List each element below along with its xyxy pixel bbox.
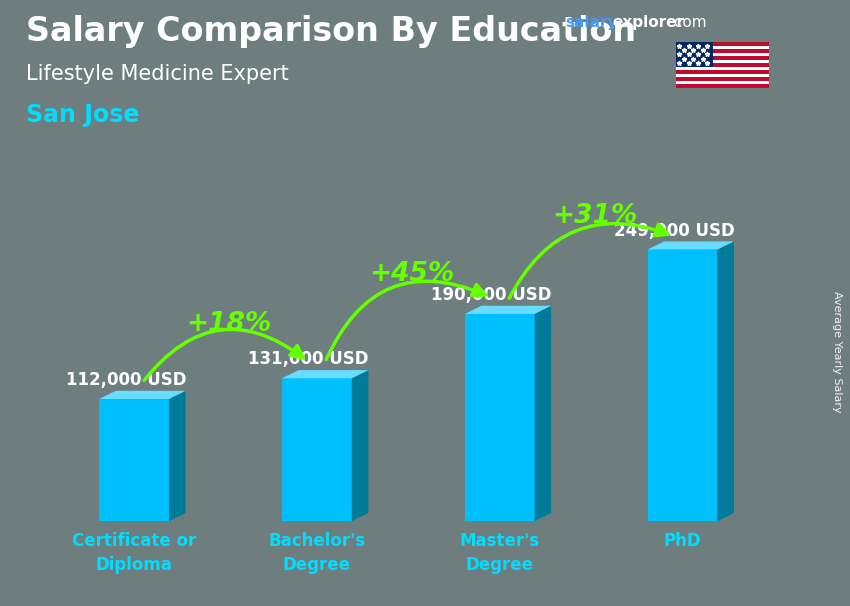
Bar	[99, 399, 169, 521]
Polygon shape	[535, 305, 551, 521]
Bar	[676, 81, 769, 84]
Text: Salary Comparison By Education: Salary Comparison By Education	[26, 15, 636, 48]
Polygon shape	[648, 241, 734, 250]
Bar	[676, 84, 769, 88]
Text: salary: salary	[565, 15, 618, 30]
Bar	[676, 42, 713, 67]
Text: 249,000 USD: 249,000 USD	[614, 222, 734, 240]
Text: +18%: +18%	[186, 311, 271, 337]
Bar	[676, 60, 769, 64]
Polygon shape	[352, 370, 368, 521]
FancyArrowPatch shape	[326, 281, 485, 359]
Bar	[676, 78, 769, 81]
FancyArrowPatch shape	[144, 329, 303, 381]
Text: San Jose: San Jose	[26, 103, 139, 127]
Text: .com: .com	[669, 15, 706, 30]
Text: 112,000 USD: 112,000 USD	[65, 371, 186, 389]
Bar	[676, 56, 769, 60]
Text: 190,000 USD: 190,000 USD	[431, 286, 552, 304]
Bar	[676, 53, 769, 56]
Text: +45%: +45%	[369, 261, 454, 287]
Bar	[282, 378, 352, 521]
Bar	[465, 314, 535, 521]
FancyArrowPatch shape	[509, 224, 668, 298]
Bar	[676, 74, 769, 78]
Text: +31%: +31%	[552, 203, 637, 228]
Bar	[676, 50, 769, 53]
Text: Lifestyle Medicine Expert: Lifestyle Medicine Expert	[26, 64, 288, 84]
Polygon shape	[99, 391, 185, 399]
Bar	[676, 67, 769, 70]
Polygon shape	[465, 305, 551, 314]
Bar	[676, 46, 769, 50]
Polygon shape	[282, 370, 368, 378]
Polygon shape	[717, 241, 734, 521]
Polygon shape	[169, 391, 185, 521]
Bar	[676, 70, 769, 74]
Text: explorer: explorer	[612, 15, 684, 30]
Bar	[676, 64, 769, 67]
Bar	[648, 250, 717, 521]
Text: Average Yearly Salary: Average Yearly Salary	[832, 291, 842, 412]
Bar	[676, 42, 769, 46]
Text: 131,000 USD: 131,000 USD	[248, 350, 369, 368]
